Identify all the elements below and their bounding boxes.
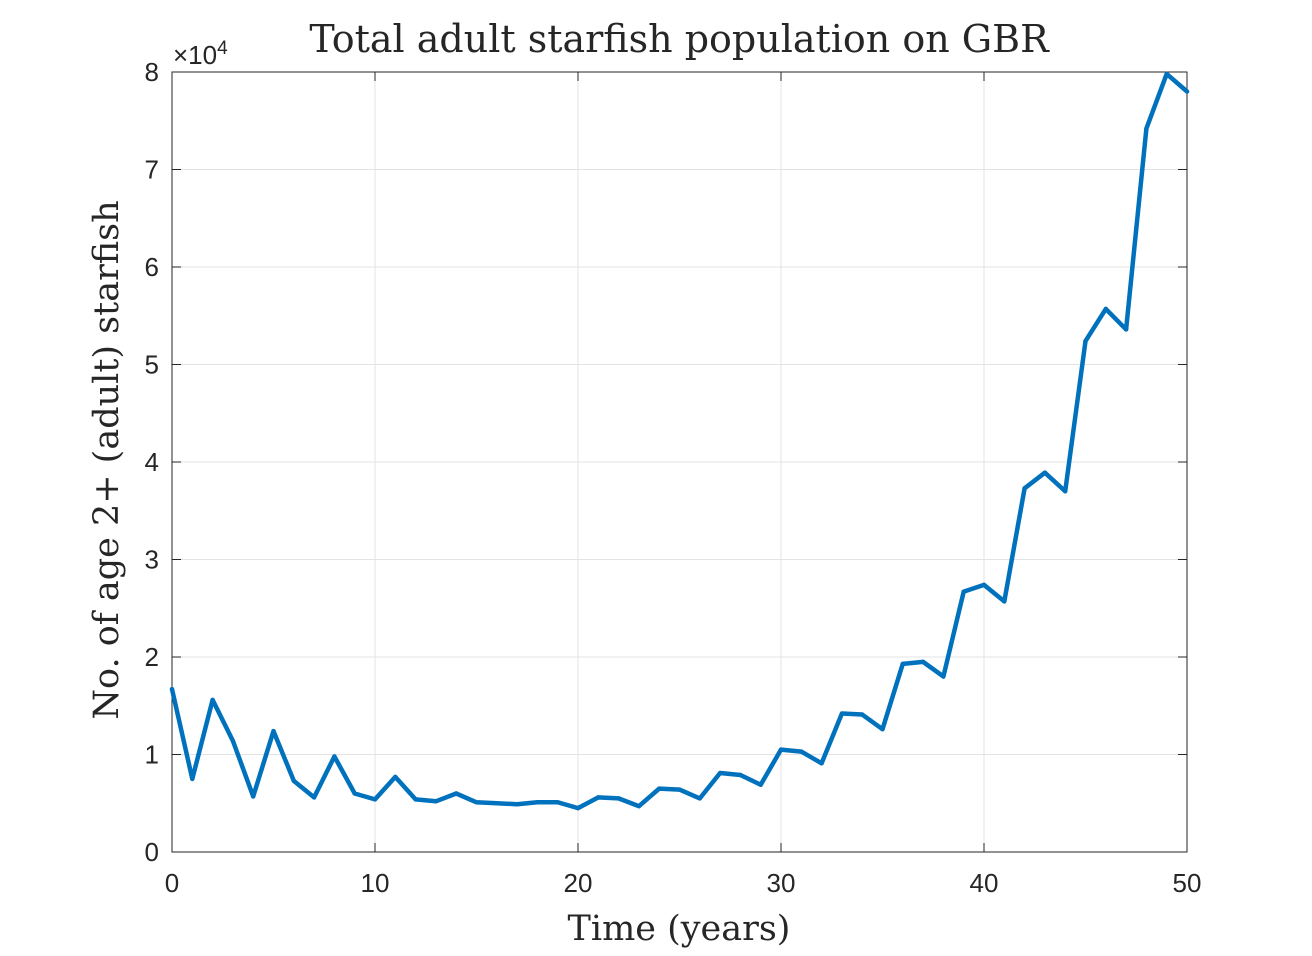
- data-point: [413, 797, 418, 802]
- data-point: [535, 800, 540, 805]
- data-point: [575, 805, 581, 811]
- x-tick-label: 30: [767, 868, 796, 898]
- data-point: [1184, 89, 1190, 94]
- data-point: [860, 712, 865, 717]
- y-exponent-label: ×104: [173, 38, 228, 70]
- y-tick-label: 6: [145, 252, 159, 282]
- data-point: [332, 754, 337, 759]
- data-point: [1002, 599, 1007, 604]
- tick-labels: 0 10 20 30 40 50 0 1 2 3 4 5 6 7 8: [145, 57, 1202, 898]
- data-point: [555, 800, 560, 805]
- data-point: [697, 796, 702, 801]
- x-tick-label: 0: [165, 868, 179, 898]
- data-point: [1063, 489, 1068, 494]
- y-tick-label: 0: [145, 837, 159, 867]
- data-point: [616, 796, 621, 801]
- data-point: [433, 799, 439, 804]
- data-point: [251, 794, 256, 799]
- data-point: [941, 674, 946, 679]
- data-point: [657, 786, 662, 791]
- data-point: [1144, 126, 1149, 131]
- x-tick-label: 50: [1173, 868, 1202, 898]
- data-point: [1164, 71, 1169, 77]
- data-point: [514, 802, 520, 807]
- data-point: [474, 800, 479, 805]
- y-axis-label: No. of age 2+ (adult) starfish: [87, 200, 127, 719]
- data-point: [494, 801, 499, 806]
- data-point: [900, 661, 905, 667]
- data-point: [799, 749, 804, 754]
- data-point: [981, 582, 987, 588]
- y-exponent-base: ×10: [173, 40, 217, 70]
- data-point: [311, 795, 317, 800]
- data-point: [190, 776, 195, 782]
- x-axis-label: Time (years): [568, 909, 791, 949]
- data-point: [352, 791, 357, 796]
- y-tick-label: 1: [145, 740, 159, 770]
- series-layer: [169, 71, 1190, 811]
- x-tick-label: 10: [361, 868, 390, 898]
- y-exponent-power: 4: [217, 38, 228, 59]
- data-point: [230, 738, 236, 744]
- data-point: [291, 778, 296, 784]
- data-point: [677, 787, 682, 792]
- chart-title: Total adult starfish population on GBR: [309, 17, 1050, 61]
- data-point: [1123, 327, 1129, 332]
- y-tick-label: 4: [145, 447, 159, 477]
- data-point: [1042, 470, 1048, 475]
- data-point: [1103, 306, 1109, 312]
- data-point: [636, 803, 642, 809]
- y-tick-label: 3: [145, 545, 159, 575]
- series-line: [169, 71, 1190, 811]
- data-point: [596, 795, 601, 800]
- axis-ticks: [171, 71, 1188, 853]
- grid-lines: [172, 72, 1187, 852]
- data-point: [778, 747, 784, 752]
- data-point: [454, 791, 459, 796]
- data-point: [393, 774, 398, 780]
- data-point: [372, 797, 378, 802]
- data-point: [738, 772, 743, 778]
- data-point: [839, 711, 845, 716]
- data-point: [758, 782, 763, 787]
- x-tick-label: 20: [564, 868, 593, 898]
- data-point: [1022, 486, 1027, 491]
- data-point: [819, 761, 824, 766]
- x-tick-label: 40: [970, 868, 999, 898]
- data-point: [210, 697, 215, 703]
- y-tick-label: 5: [145, 350, 159, 380]
- y-tick-label: 2: [145, 642, 159, 672]
- data-point: [1083, 338, 1088, 344]
- data-point: [717, 770, 723, 776]
- data-point: [169, 686, 175, 692]
- y-tick-label: 8: [145, 57, 159, 87]
- data-point: [961, 589, 966, 594]
- data-point: [880, 726, 885, 732]
- data-point: [920, 659, 926, 665]
- y-tick-label: 7: [145, 155, 159, 185]
- data-point: [271, 728, 276, 734]
